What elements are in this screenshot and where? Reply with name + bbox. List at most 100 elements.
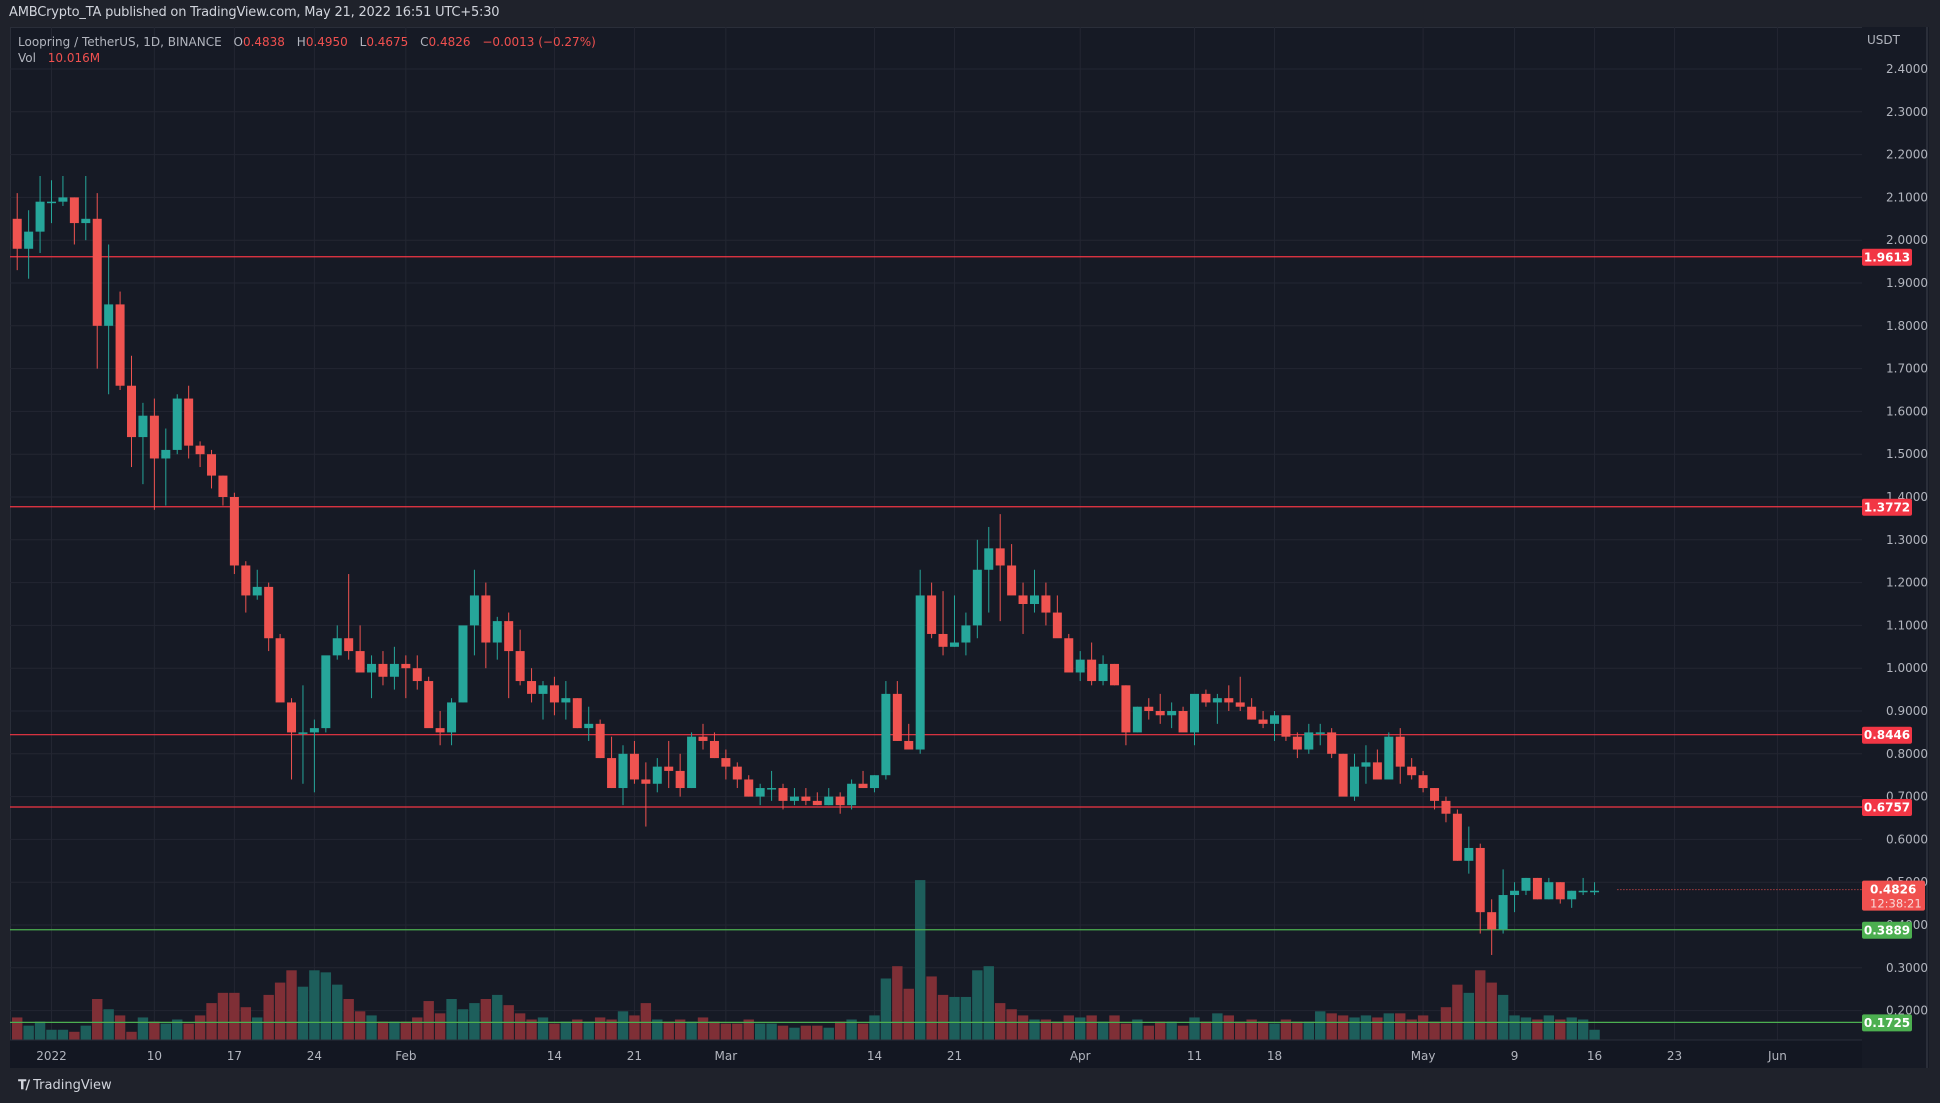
price-axis-label: 1.8000 [1886, 319, 1928, 333]
volume-bar [549, 1023, 560, 1040]
candle [104, 244, 114, 395]
volume-bar [972, 970, 983, 1040]
candle [1510, 882, 1520, 913]
volume-bar [903, 988, 914, 1040]
volume-bar [297, 986, 309, 1040]
volume-bar [229, 992, 240, 1040]
open-value: 0.4838 [242, 35, 285, 49]
candle [309, 719, 319, 793]
volume-bar [1360, 1015, 1372, 1040]
candle [1098, 655, 1108, 686]
volume-bar [114, 1015, 126, 1040]
time-axis-label: 18 [1267, 1049, 1282, 1063]
candle [344, 574, 354, 660]
footer: 𝐓∕ TradingView [18, 1078, 112, 1093]
volume-bar [400, 1021, 412, 1040]
candlestick-chart[interactable]: 2022 10 17 24 Feb 14 21 Mar 14 21 Apr 11 18 May 9 16 23 J… [10, 27, 1929, 1068]
volume-bar [1452, 984, 1463, 1040]
volume-bar [343, 999, 354, 1040]
candle [492, 616, 502, 660]
volume-bar [412, 1017, 423, 1040]
svg-text:0.8446: 0.8446 [1864, 728, 1910, 742]
candle [915, 569, 925, 754]
candle [892, 681, 902, 741]
chart-frame[interactable] [10, 27, 1929, 1068]
candle [504, 612, 514, 699]
volume-bar [1086, 1015, 1097, 1040]
volume-bar [857, 1023, 869, 1040]
volume-bar [674, 1019, 686, 1040]
volume-bar [1109, 1015, 1120, 1040]
volume-bar [697, 1017, 709, 1040]
time-axis-label: 17 [227, 1049, 242, 1063]
volume-bar [194, 1015, 206, 1040]
candle [961, 612, 971, 656]
price-axis-label: 2.2000 [1886, 148, 1928, 162]
candle [549, 676, 559, 716]
volume-bar [892, 966, 903, 1040]
candle [264, 582, 274, 652]
candle [161, 428, 171, 506]
candle [584, 706, 594, 741]
candle [1384, 732, 1394, 780]
volume-bar [1280, 1019, 1292, 1040]
candle [1304, 723, 1314, 754]
candle [1452, 809, 1462, 861]
volume-bar [754, 1023, 766, 1040]
price-axis-label: 1.3000 [1886, 533, 1928, 547]
volume-bar [23, 1025, 34, 1040]
price-axis[interactable] [1862, 27, 1929, 1068]
volume-bar [1029, 1019, 1040, 1040]
volume-bar [1155, 1021, 1166, 1040]
tradingview-brand[interactable]: TradingView [33, 1078, 112, 1093]
candle [447, 698, 457, 746]
volume-bar [1337, 1015, 1349, 1040]
candle [835, 792, 845, 814]
volume-bar [240, 1007, 252, 1040]
price-axis-label: 1.6000 [1886, 404, 1928, 418]
candle [995, 514, 1005, 622]
volume-bar [594, 1017, 606, 1040]
time-axis-label: 21 [627, 1049, 642, 1063]
volume-bar [1223, 1015, 1234, 1040]
volume-bar [446, 999, 457, 1040]
symbol-label[interactable]: Loopring / TetherUS, 1D, BINANCE [18, 35, 222, 49]
volume-bar [263, 994, 274, 1040]
volume-bar [1017, 1015, 1029, 1040]
candle [698, 723, 708, 750]
candle [515, 629, 525, 686]
candle [664, 740, 674, 789]
candle [1521, 877, 1531, 896]
volume-bar [160, 1023, 171, 1040]
ohlc-legend-row: Loopring / TetherUS, 1D, BINANCE O0.4838… [18, 35, 596, 49]
price-axis-label: 1.7000 [1886, 362, 1928, 376]
volume-bar [1097, 1021, 1109, 1040]
volume-label[interactable]: Vol [18, 51, 36, 65]
volume-bar [217, 992, 229, 1040]
last-price-value: 0.4826 [1870, 883, 1916, 897]
time-axis-label: Apr [1070, 1049, 1091, 1063]
candle [24, 210, 34, 279]
time-axis[interactable] [10, 1040, 1862, 1068]
candle [401, 655, 411, 699]
price-axis-label: 2.1000 [1886, 190, 1928, 204]
volume-bar [1246, 1019, 1257, 1040]
volume-bar [1326, 1013, 1337, 1040]
candle [881, 681, 891, 780]
volume-bar [1440, 1007, 1452, 1040]
candle [675, 753, 685, 797]
price-axis-label: 2.4000 [1886, 62, 1928, 76]
candle [184, 385, 194, 459]
volume-bar [366, 1015, 377, 1040]
volume-bar [994, 1003, 1006, 1040]
price-axis-label: 1.5000 [1886, 447, 1928, 461]
candle [1235, 676, 1245, 711]
time-axis-label: 14 [547, 1049, 562, 1063]
volume-bar [537, 1017, 549, 1040]
volume-bar [492, 994, 503, 1040]
candle [1327, 728, 1337, 759]
volume-bar [92, 999, 103, 1040]
volume-bar [1395, 1013, 1406, 1040]
volume-bar [149, 1021, 160, 1040]
candle [138, 402, 148, 485]
